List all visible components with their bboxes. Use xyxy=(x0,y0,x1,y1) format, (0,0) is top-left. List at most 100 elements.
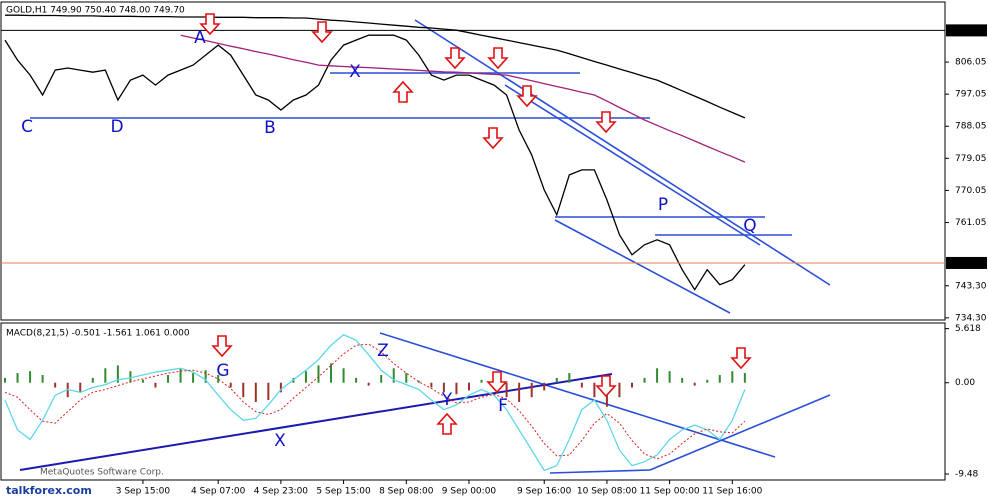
annotation: B xyxy=(264,118,276,138)
histogram-bar xyxy=(467,382,470,391)
moving-average xyxy=(5,14,746,119)
trendline xyxy=(549,469,651,474)
y-tick-label: 5.618 xyxy=(955,324,981,334)
histogram-bar xyxy=(242,382,245,398)
annotation: Z xyxy=(377,341,389,361)
histogram-bar xyxy=(167,375,170,383)
histogram-bar xyxy=(355,377,358,383)
x-tick-label: 11 Sep 00:00 xyxy=(640,487,700,497)
histogram-bar xyxy=(254,382,257,402)
annotation: D xyxy=(110,117,123,137)
y-tick-label: 806.05 xyxy=(955,58,987,68)
level-label-box xyxy=(946,256,987,269)
level-label: 749.70 xyxy=(949,258,981,268)
histogram-bar xyxy=(29,371,32,383)
histogram-bar xyxy=(643,377,646,383)
histogram-bar xyxy=(480,379,483,383)
histogram-bar xyxy=(555,377,558,383)
trendline xyxy=(414,19,831,286)
down-arrow xyxy=(211,335,233,358)
histogram-bar xyxy=(706,379,709,383)
histogram-bar xyxy=(317,365,320,383)
histogram-bar xyxy=(330,363,333,383)
histogram-bar xyxy=(505,382,508,398)
histogram-bar xyxy=(518,382,521,402)
down-arrow xyxy=(482,127,504,150)
price-panel xyxy=(0,1,946,321)
down-arrow xyxy=(516,85,538,108)
histogram-bar xyxy=(204,370,207,383)
level-label-box xyxy=(946,24,987,37)
macd-panel xyxy=(0,322,946,481)
site-label: talkforex.com xyxy=(6,484,92,497)
x-tick-label: 10 Sep 08:00 xyxy=(577,487,637,497)
up-arrow xyxy=(436,412,458,435)
up-arrow xyxy=(392,80,414,103)
histogram-bar xyxy=(543,382,546,391)
x-tick-label: 3 Sep 15:00 xyxy=(116,487,171,497)
histogram-bar xyxy=(380,375,383,383)
histogram-bar xyxy=(668,371,671,383)
histogram-bar xyxy=(229,382,232,388)
histogram-bar xyxy=(116,365,119,383)
y-tick-label: 734.30 xyxy=(955,313,987,323)
histogram-bar xyxy=(141,379,144,383)
histogram-bar xyxy=(217,375,220,383)
x-tick-label: 8 Sep 08:00 xyxy=(379,487,434,497)
down-arrow xyxy=(199,13,221,36)
histogram-bar xyxy=(129,371,132,383)
histogram-bar xyxy=(342,368,345,383)
trendlines xyxy=(19,19,831,474)
y-tick-label: 788.05 xyxy=(955,122,987,132)
histogram-bar xyxy=(91,377,94,383)
y-tick-label: 797.05 xyxy=(955,90,987,100)
y-tick-label: -9.48 xyxy=(955,470,979,480)
histogram-bar xyxy=(693,382,696,386)
histogram-bar xyxy=(154,382,157,388)
histogram-bar xyxy=(279,382,282,393)
x-tick-label: 5 Sep 15:00 xyxy=(316,487,371,497)
histogram-bar xyxy=(455,382,458,395)
histogram-bar xyxy=(41,375,44,383)
trendline xyxy=(504,84,761,246)
annotation: X xyxy=(274,431,286,451)
histogram-bar xyxy=(405,373,408,383)
histogram-bar xyxy=(267,382,270,401)
histogram-bar xyxy=(430,382,433,388)
histogram-bar xyxy=(530,382,533,398)
watermark: MetaQuotes Software Corp. xyxy=(40,468,164,478)
histogram-bar xyxy=(16,373,19,383)
macd-title: MACD(8,21,5) -0.501 -1.561 1.061 0.000 xyxy=(6,329,190,339)
x-tick-label: 4 Sep 23:00 xyxy=(254,487,309,497)
price-title: GOLD,H1 749.90 750.40 748.00 749.70 xyxy=(6,6,185,16)
annotation: C xyxy=(21,117,33,137)
histogram-bar xyxy=(79,382,82,393)
trendline xyxy=(379,332,776,458)
histogram-bar xyxy=(718,375,721,383)
histogram-bar xyxy=(179,368,182,383)
down-arrow xyxy=(486,371,508,394)
price-line xyxy=(4,34,746,291)
y-tick-label: 743.30 xyxy=(955,281,987,291)
annotation: X xyxy=(349,62,361,82)
histogram-bar xyxy=(743,373,746,383)
down-arrow xyxy=(444,47,466,70)
histogram-bar xyxy=(392,368,395,383)
annotation: Q xyxy=(743,216,756,236)
histogram-bar xyxy=(580,382,583,388)
level-label: 814.94 xyxy=(949,26,981,36)
down-arrow xyxy=(311,21,333,44)
histogram-bar xyxy=(631,382,633,388)
trendline xyxy=(19,373,613,471)
histogram-bar xyxy=(618,382,621,398)
histogram-bar xyxy=(731,371,734,383)
annotation: A xyxy=(194,28,206,48)
histogram-bar xyxy=(304,371,307,383)
down-arrow xyxy=(487,47,509,70)
y-tick-label: 0.00 xyxy=(955,378,975,388)
histogram-bar xyxy=(417,380,420,383)
annotation: P xyxy=(658,195,668,215)
x-tick-label: 9 Sep 16:00 xyxy=(517,487,572,497)
annotation: F xyxy=(498,396,508,416)
